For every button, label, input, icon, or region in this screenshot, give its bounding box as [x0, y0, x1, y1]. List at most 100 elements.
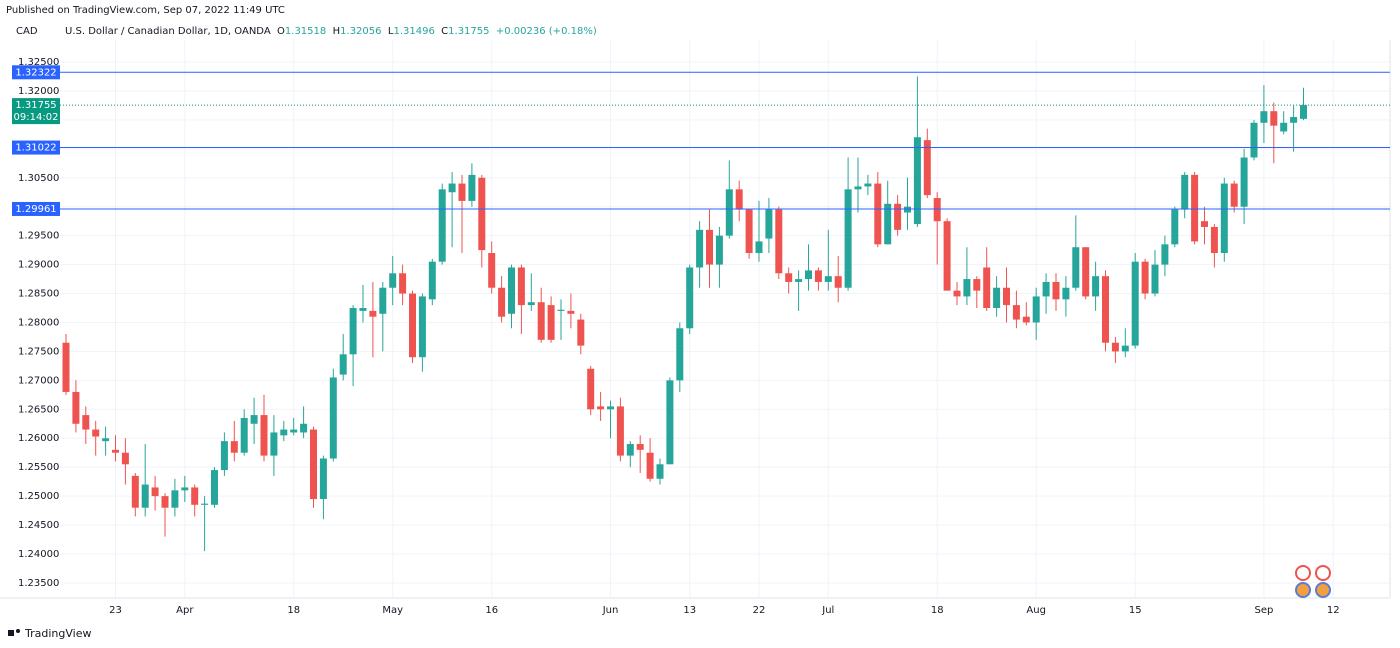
candle-body — [706, 229, 713, 265]
candle-body — [1191, 174, 1199, 242]
candle-body — [973, 279, 981, 291]
candle-body — [795, 279, 803, 282]
candle-body — [161, 496, 169, 508]
candle-body — [1260, 111, 1268, 123]
candle-body — [1052, 281, 1060, 300]
candle-body — [1230, 183, 1238, 207]
candle-body — [597, 406, 605, 410]
y-tick-label: 1.27000 — [18, 375, 59, 386]
candle-body — [745, 209, 753, 254]
candle-body — [260, 415, 268, 456]
candle-body — [953, 290, 961, 297]
candle-body — [1022, 316, 1030, 323]
y-tick-label: 1.28500 — [18, 289, 59, 300]
symbol: U.S. Dollar / Canadian Dollar, 1D, OANDA — [65, 26, 271, 37]
candle-body — [894, 203, 902, 230]
candle-body — [527, 302, 535, 306]
candle-body — [963, 279, 971, 297]
y-tick-label: 1.29000 — [18, 260, 59, 271]
o-label: O — [277, 26, 285, 37]
candle-body — [508, 267, 515, 314]
candle-body — [448, 183, 456, 193]
candle-body — [478, 177, 486, 251]
candle-body — [1012, 305, 1020, 320]
candle-body — [319, 458, 327, 500]
candle-body — [240, 417, 248, 453]
candle-body — [557, 309, 565, 311]
candle-body — [725, 189, 733, 236]
candle-body — [191, 487, 199, 505]
candle-body — [1220, 183, 1228, 254]
level-label: 1.29961 — [15, 204, 56, 215]
x-tick-label: Jul — [821, 605, 834, 616]
candle-body — [151, 487, 159, 497]
candle-body — [1131, 261, 1139, 346]
grid — [60, 40, 1390, 598]
candle-body — [874, 183, 882, 245]
candle-body — [171, 490, 179, 508]
footer-logo: TradingView — [8, 627, 91, 640]
candle-body — [864, 183, 872, 187]
y-tick-label: 1.23500 — [18, 578, 59, 589]
x-tick-label: Jun — [602, 605, 619, 616]
x-tick-label: 22 — [753, 605, 766, 616]
published: Published on TradingView.com, Sep 07, 20… — [6, 5, 285, 16]
candle-body — [814, 270, 822, 282]
x-tick-label: 12 — [1327, 605, 1340, 616]
candle-body — [844, 189, 852, 288]
candle-body — [488, 253, 496, 288]
candle-body — [1032, 296, 1040, 323]
last-price-box — [12, 98, 60, 125]
candle-body — [943, 221, 951, 291]
candle-body — [458, 183, 466, 201]
candle-body — [626, 444, 634, 456]
candle-body — [329, 377, 337, 459]
candle-body — [389, 273, 397, 288]
candle-body — [884, 203, 892, 245]
l-value: 1.31496 — [393, 26, 435, 37]
x-tick-label: Aug — [1026, 605, 1046, 616]
candle-body — [211, 470, 218, 505]
candle-body — [993, 287, 1001, 309]
candle-body — [181, 487, 189, 491]
candle-body — [805, 270, 812, 280]
candle-body — [290, 429, 298, 433]
candle-body — [438, 189, 446, 262]
candle-body — [62, 342, 70, 392]
candle-body — [666, 380, 674, 465]
level-label-box — [12, 140, 60, 155]
y-tick-label: 1.32500 — [18, 57, 59, 68]
y-tick-label: 1.32000 — [18, 86, 59, 97]
candle-body — [656, 464, 664, 479]
y-tick-label: 1.24500 — [18, 520, 59, 531]
candle-body — [1270, 111, 1278, 126]
candle-body — [250, 415, 258, 424]
candle-body — [933, 198, 941, 222]
currency: CAD — [16, 26, 38, 37]
candle-body — [1210, 226, 1218, 254]
candle-body — [468, 174, 476, 201]
candle-body — [1003, 287, 1010, 306]
candle-body — [765, 209, 773, 239]
c-label: C — [441, 26, 449, 37]
candle-body — [349, 308, 357, 355]
event-flags — [1295, 565, 1331, 598]
candle-body — [923, 140, 931, 196]
candle-body — [102, 438, 110, 442]
h-label: H — [332, 26, 341, 37]
candle-body — [1082, 247, 1090, 297]
candle-body — [418, 296, 426, 358]
candle-body — [567, 310, 575, 314]
y-tick-label: 1.30500 — [18, 173, 59, 184]
candle-body — [1280, 122, 1288, 132]
candle-body — [310, 429, 317, 500]
candle-body — [904, 206, 911, 213]
y-tick-label: 1.28000 — [18, 317, 59, 328]
y-tick-label: 1.26500 — [18, 404, 59, 415]
candle-body — [1290, 116, 1298, 123]
x-tick-label: 18 — [931, 605, 944, 616]
candle-body — [686, 267, 694, 329]
candle-body — [72, 391, 80, 424]
